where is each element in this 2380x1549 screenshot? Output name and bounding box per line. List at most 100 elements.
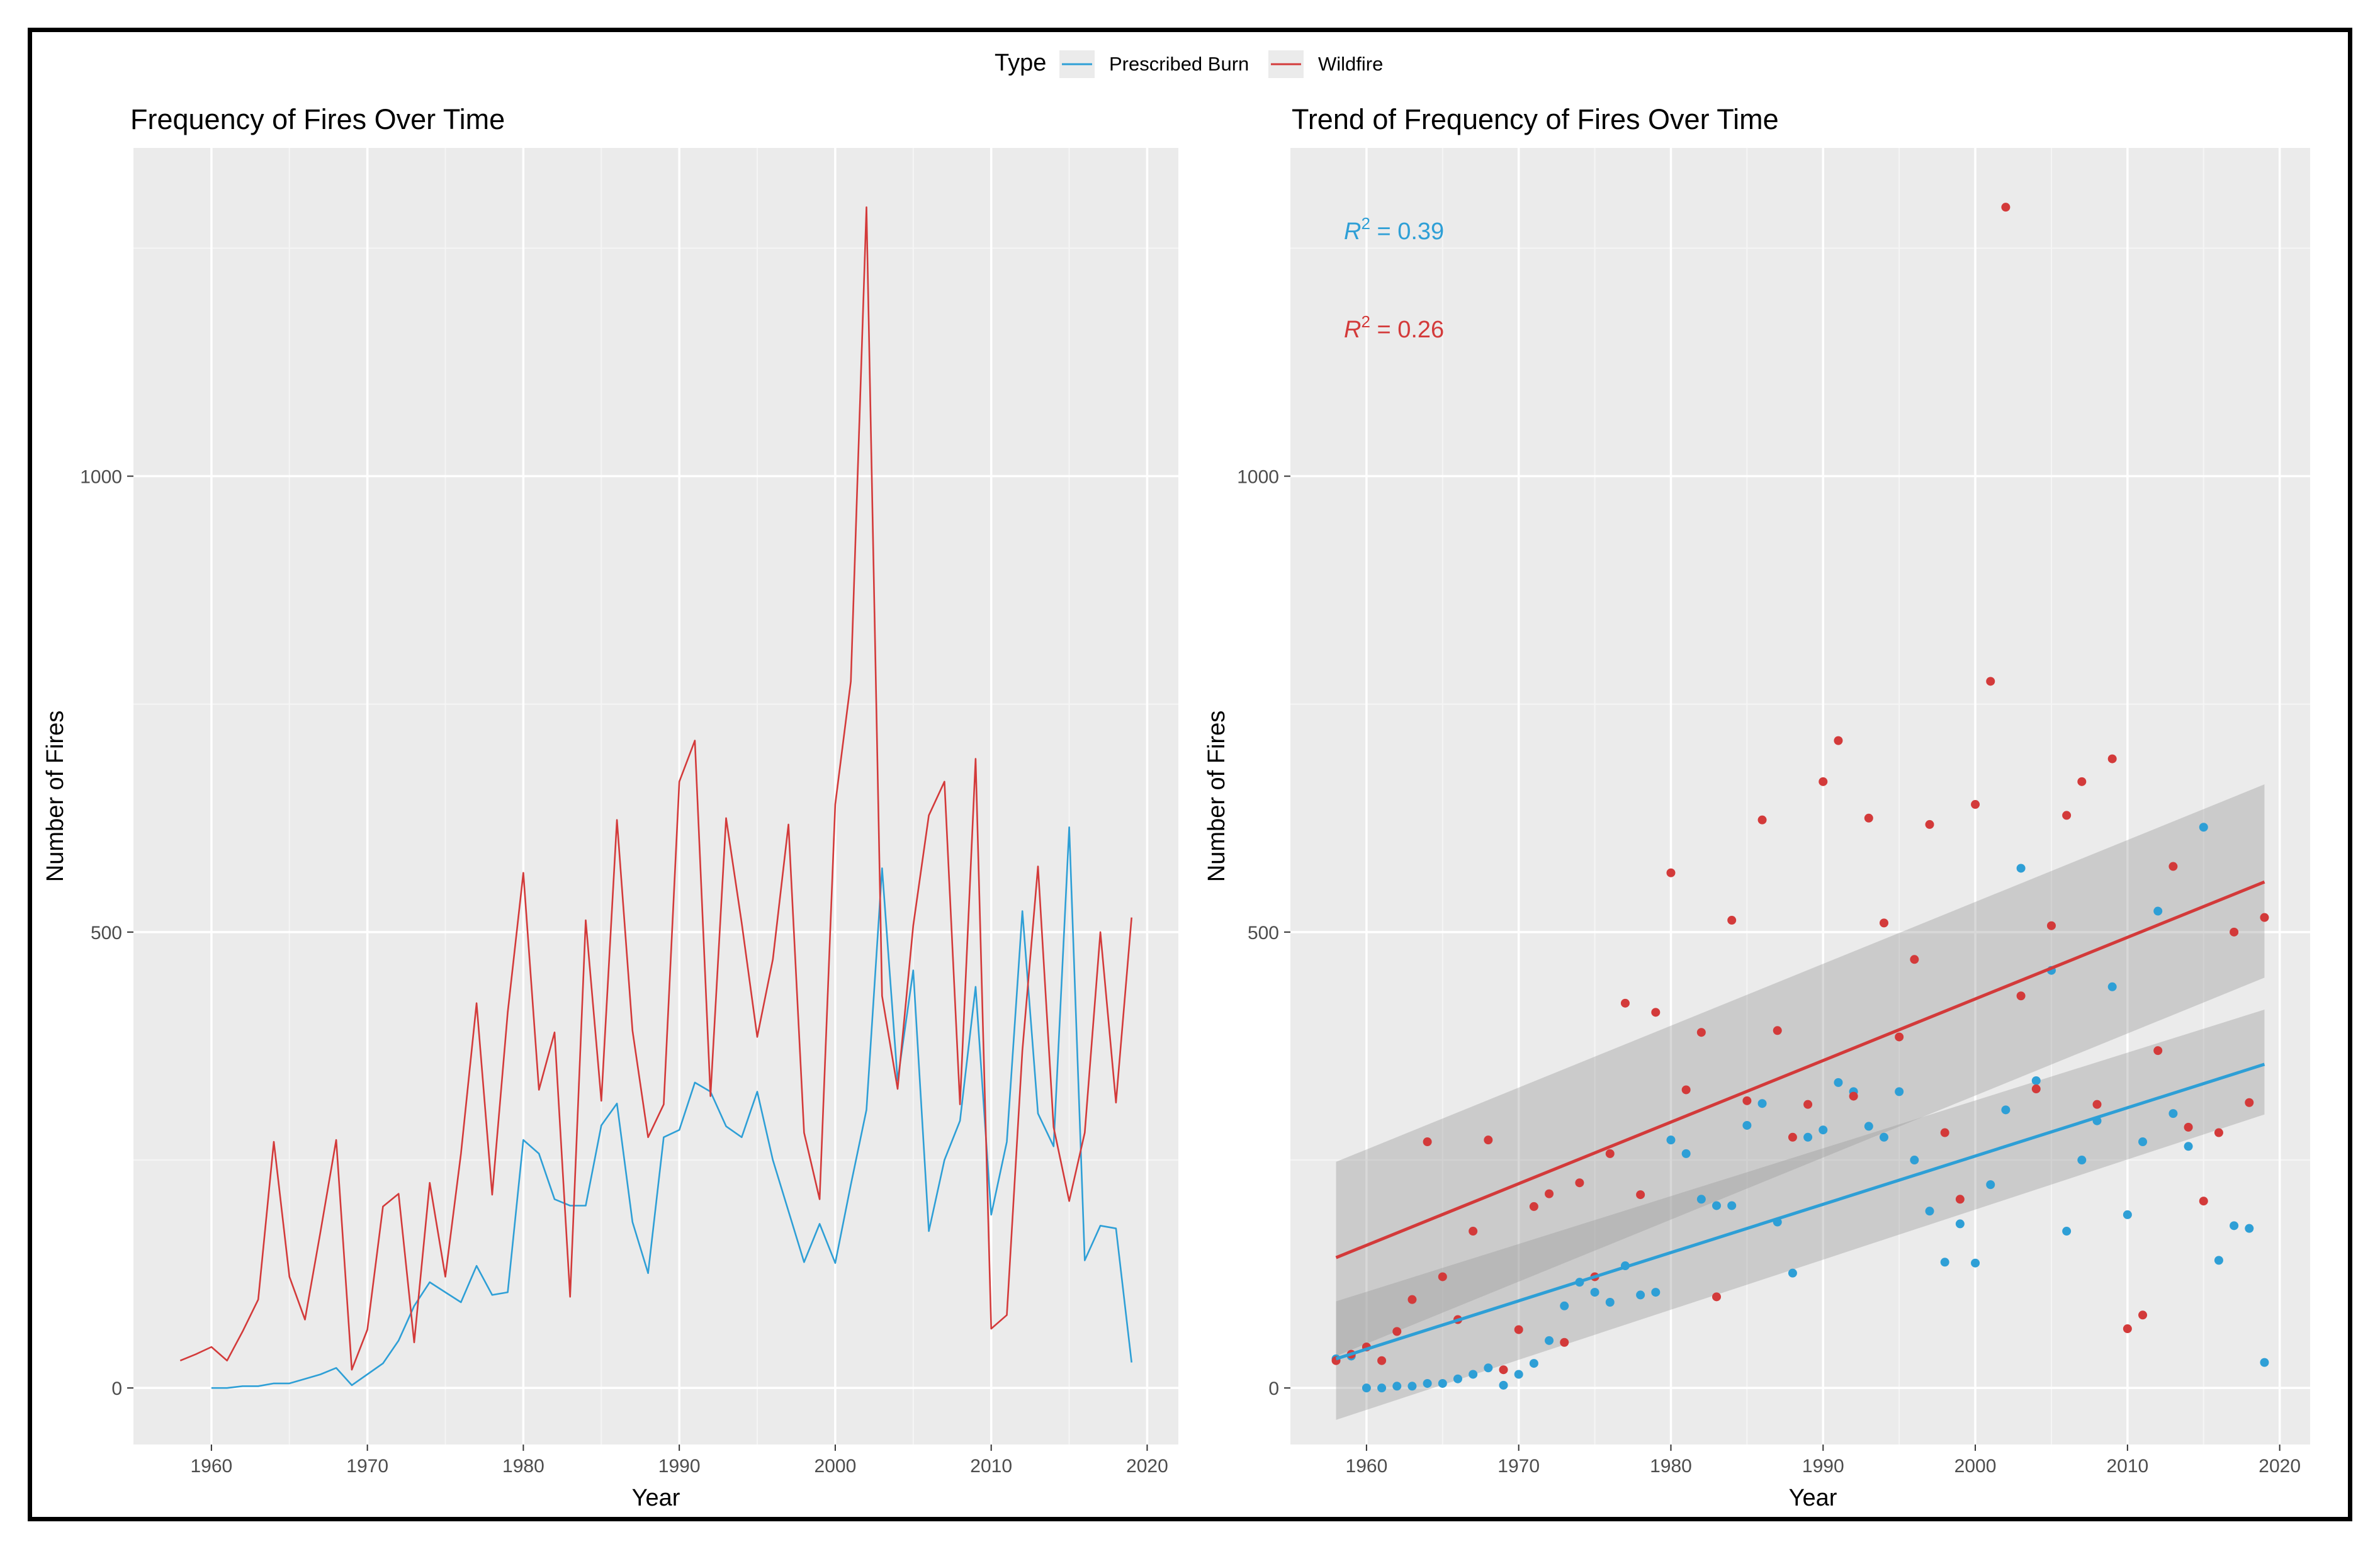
point-prescribed-burn — [1484, 1363, 1493, 1373]
line-chart-y-label: Number of Fires — [42, 711, 69, 882]
point-wildfire — [1819, 777, 1828, 786]
point-prescribed-burn — [1864, 1122, 1873, 1131]
point-prescribed-burn — [1696, 1195, 1706, 1204]
legend-title: Type — [995, 50, 1046, 76]
point-prescribed-burn — [1955, 1219, 1965, 1229]
point-prescribed-burn — [1757, 1099, 1767, 1108]
point-prescribed-burn — [1742, 1120, 1752, 1130]
series-line-wildfire — [179, 206, 1132, 1371]
point-wildfire — [2123, 1324, 2132, 1334]
point-prescribed-burn — [1438, 1378, 1447, 1388]
point-prescribed-burn — [1971, 1258, 1980, 1268]
point-wildfire — [1636, 1190, 1645, 1200]
point-wildfire — [2092, 1100, 2102, 1109]
line-chart-ticks: 1960 1970 1980 1990 2000 2010 2020 0 500 1000 — [80, 467, 1168, 1477]
point-prescribed-burn — [2138, 1137, 2148, 1147]
line-chart-plot-area — [133, 148, 1178, 1445]
trend-chart-plot-area — [1290, 148, 2310, 1445]
point-wildfire — [1469, 1227, 1478, 1236]
trend-chart-panel: Trend of Frequency of Fires Over Time 19… — [1204, 103, 2310, 1511]
line-chart-gridlines — [133, 148, 1178, 1445]
x-tick-label: 2020 — [2259, 1456, 2301, 1477]
x-tick-label: 1990 — [1802, 1456, 1844, 1477]
y-tick-label: 500 — [91, 923, 122, 943]
point-wildfire — [2001, 203, 2011, 212]
point-wildfire — [2107, 754, 2117, 763]
trend-chart-x-label: Year — [1789, 1485, 1837, 1511]
r2-annotation-wildfire: R2 = 0.26 — [1344, 312, 1444, 343]
point-prescribed-burn — [1423, 1378, 1432, 1388]
point-wildfire — [1925, 820, 1934, 829]
point-prescribed-burn — [2123, 1210, 2132, 1219]
point-wildfire — [1742, 1096, 1752, 1105]
r2-symbol: R — [1344, 218, 1361, 245]
point-wildfire — [2138, 1310, 2148, 1320]
point-wildfire — [1666, 868, 1676, 877]
x-tick-label: 2010 — [2106, 1456, 2148, 1477]
point-wildfire — [1940, 1128, 1949, 1137]
point-wildfire — [1575, 1178, 1584, 1188]
point-prescribed-burn — [2107, 982, 2117, 991]
point-prescribed-burn — [1560, 1301, 1569, 1310]
point-wildfire — [2046, 921, 2056, 930]
point-wildfire — [1803, 1100, 1813, 1109]
point-wildfire — [2245, 1098, 2254, 1107]
r2-superscript: 2 — [1361, 214, 1370, 233]
point-wildfire — [2184, 1122, 2193, 1132]
point-prescribed-burn — [2001, 1105, 2011, 1115]
point-prescribed-burn — [2016, 864, 2026, 873]
point-wildfire — [1484, 1135, 1493, 1145]
point-wildfire — [1438, 1272, 1447, 1281]
point-wildfire — [1651, 1008, 1661, 1017]
trend-chart-regression-lines — [1335, 880, 2265, 1361]
point-wildfire — [2260, 913, 2269, 922]
point-prescribed-burn — [1910, 1156, 1919, 1165]
x-tick-label: 1970 — [346, 1456, 388, 1477]
point-prescribed-burn — [1392, 1382, 1402, 1391]
point-prescribed-burn — [2245, 1224, 2254, 1233]
point-prescribed-burn — [2153, 906, 2163, 916]
point-prescribed-burn — [1605, 1298, 1615, 1307]
point-wildfire — [1423, 1137, 1432, 1147]
point-wildfire — [1696, 1028, 1706, 1037]
point-wildfire — [1773, 1026, 1782, 1035]
regression-line-wildfire — [1335, 880, 2265, 1259]
point-wildfire — [2077, 777, 2087, 786]
point-prescribed-burn — [1529, 1359, 1538, 1368]
r2-value: = 0.26 — [1377, 317, 1444, 343]
point-prescribed-burn — [1545, 1336, 1554, 1345]
point-prescribed-burn — [1636, 1290, 1645, 1300]
point-wildfire — [1605, 1149, 1615, 1158]
point-prescribed-burn — [1986, 1180, 1995, 1190]
line-chart-title: Frequency of Fires Over Time — [130, 103, 505, 135]
point-wildfire — [1879, 918, 1888, 928]
x-tick-label: 1960 — [1346, 1456, 1388, 1477]
point-prescribed-burn — [1727, 1201, 1737, 1210]
point-wildfire — [2199, 1197, 2208, 1206]
trend-chart-ticks: 1960 1970 1980 1990 2000 2010 2020 0 500 1000 — [1237, 467, 2301, 1477]
point-prescribed-burn — [1895, 1087, 1904, 1096]
point-prescribed-burn — [1666, 1135, 1676, 1145]
point-wildfire — [1681, 1085, 1691, 1095]
point-prescribed-burn — [2169, 1109, 2178, 1118]
point-prescribed-burn — [1712, 1201, 1722, 1210]
line-chart-x-label: Year — [632, 1485, 680, 1511]
point-prescribed-burn — [2199, 823, 2208, 832]
point-prescribed-burn — [1940, 1258, 1949, 1267]
point-wildfire — [1499, 1365, 1508, 1375]
series-line-prescribed-burn — [211, 826, 1132, 1389]
point-wildfire — [1910, 955, 1919, 964]
point-wildfire — [2214, 1128, 2223, 1137]
point-prescribed-burn — [1819, 1125, 1828, 1135]
regression-line-prescribed-burn — [1335, 1062, 2265, 1361]
y-tick-label: 1000 — [80, 467, 122, 488]
point-prescribed-burn — [1879, 1132, 1888, 1142]
point-wildfire — [2031, 1084, 2041, 1094]
x-tick-label: 1960 — [191, 1456, 233, 1477]
x-tick-label: 2000 — [1954, 1456, 1997, 1477]
y-tick-label: 1000 — [1237, 467, 1279, 488]
r2-annotation-prescribed-burn: R2 = 0.39 — [1344, 214, 1444, 245]
point-wildfire — [1514, 1325, 1523, 1334]
point-prescribed-burn — [1925, 1207, 1934, 1216]
